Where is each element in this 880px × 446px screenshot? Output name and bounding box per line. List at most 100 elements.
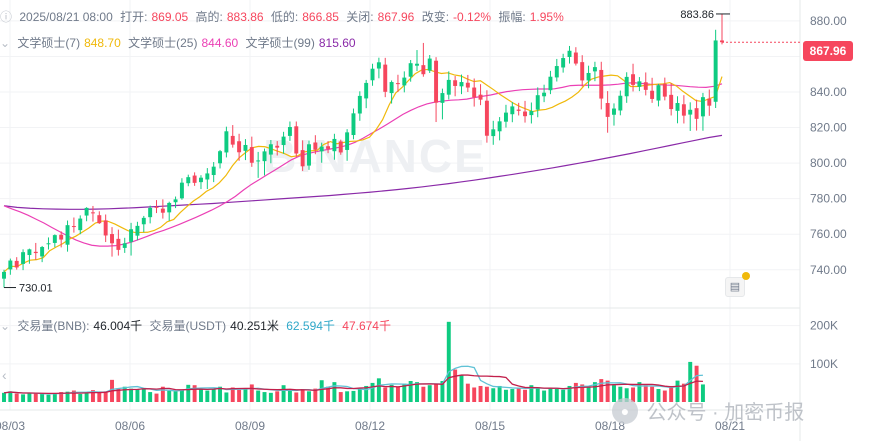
ma-legend: ⌄ 文学硕士(7) 848.70 文学硕士(25) 844.60 文学硕士(99) 8… [0, 34, 360, 51]
volume-bar [497, 385, 502, 402]
candle-up [561, 58, 566, 68]
candle-down [669, 94, 674, 110]
volume-bar [326, 386, 331, 402]
candle-up [440, 93, 445, 103]
collapse-chevron-icon[interactable]: ⌄ [0, 36, 11, 50]
low-label: 低的: [270, 10, 299, 24]
volume-bar [33, 393, 38, 402]
ma7-value: 848.70 [84, 36, 121, 50]
volume-bar [478, 385, 483, 402]
volume-bar [52, 393, 57, 402]
candle-down [631, 74, 636, 85]
candle-down [14, 260, 19, 268]
candle-up [46, 243, 51, 245]
volume-bar [103, 391, 108, 402]
volume-bar [116, 388, 121, 402]
candle-up [52, 235, 57, 243]
price-tick-label: 760.00 [810, 227, 847, 241]
volume-ma1-line [3, 365, 703, 395]
low-marker-label: 730.01 [19, 283, 53, 295]
volume-bar [154, 393, 159, 402]
candle-up [205, 173, 210, 180]
volume-tick-label: 100K [810, 357, 838, 371]
volume-bar [688, 361, 693, 402]
candle-up [491, 129, 496, 137]
price-tick-label: 840.00 [810, 85, 847, 99]
wechat-icon: ● [612, 397, 638, 424]
wechat-watermark: ● 公众号 · 加密币报 [612, 396, 880, 428]
candle-down [395, 83, 400, 85]
candle-down [707, 98, 712, 106]
candle-up [65, 225, 70, 245]
volume-bar [307, 391, 311, 402]
notification-dot-icon [742, 272, 750, 280]
candle-down [643, 82, 648, 90]
volume-bar [408, 381, 413, 402]
volume-bar [262, 392, 267, 402]
volume-bar [249, 384, 254, 402]
notes-icon[interactable]: ▤ [725, 277, 745, 297]
candle-up [402, 77, 407, 86]
volume-ma1-value: 62.594千 [286, 319, 335, 333]
price-tick-label: 740.00 [810, 263, 847, 277]
volume-chevron-icon[interactable]: ⌄ [0, 319, 11, 333]
candle-up [40, 247, 45, 257]
candle-down [650, 90, 655, 99]
price-tick-label: 820.00 [810, 121, 847, 135]
volume-bar [523, 389, 527, 402]
volume-bar [631, 387, 636, 402]
volume-bar [294, 392, 299, 402]
volume-bar [618, 386, 623, 402]
volume-bar [548, 387, 553, 402]
volume-bar [440, 381, 445, 402]
candle-up [446, 79, 451, 95]
volume-bar [268, 392, 273, 402]
volume-bar [230, 387, 235, 402]
date-tick-label: 08/12 [355, 419, 385, 433]
info-icon: ⓘ [0, 10, 13, 24]
candle-down [478, 94, 483, 100]
candle-down [573, 52, 578, 64]
candle-up [256, 160, 261, 162]
candle-down [294, 126, 299, 154]
volume-bar [542, 390, 547, 402]
watermark-text: 公众号 · 加密币报 [646, 402, 805, 424]
change-value: -0.12% [453, 10, 492, 24]
candle-up [656, 85, 661, 101]
scroll-left-icon[interactable]: ‹ [2, 367, 7, 383]
candle-up [135, 225, 140, 236]
candle-up [612, 108, 616, 115]
candle-up [503, 112, 508, 122]
candle-up [427, 58, 432, 71]
candle-up [21, 252, 26, 264]
open-value: 869.05 [151, 10, 189, 24]
volume-bnb-value: 46.004千 [93, 319, 143, 333]
volume-ma2-value: 47.674千 [342, 319, 391, 333]
candle-down [465, 82, 470, 88]
volume-bar [586, 387, 591, 402]
volume-bar [694, 365, 699, 402]
volume-bar [65, 391, 70, 402]
candle-down [523, 111, 527, 117]
high-value: 883.86 [226, 10, 264, 24]
amplitude-value: 1.95% [529, 10, 564, 24]
volume-bar [186, 384, 191, 402]
volume-bar [211, 389, 216, 402]
candle-down [33, 251, 38, 254]
price-tick-label: 800.00 [810, 156, 847, 170]
close-label: 关闭: [346, 10, 374, 24]
candle-down [237, 141, 242, 153]
date-tick-label: 08/21 [715, 419, 745, 433]
high-label: 高的: [195, 10, 223, 24]
candle-up [27, 249, 32, 256]
candle-up [307, 144, 311, 166]
volume-bar [637, 382, 642, 402]
candle-down [300, 150, 305, 167]
volume-bar [484, 386, 489, 402]
candle-down [434, 60, 439, 103]
candle-down [580, 62, 585, 81]
candle-down [421, 65, 426, 75]
amplitude-label: 振幅: [498, 10, 526, 24]
volume-bar [465, 383, 470, 402]
volume-usdt-value: 40.251米 [230, 319, 279, 333]
